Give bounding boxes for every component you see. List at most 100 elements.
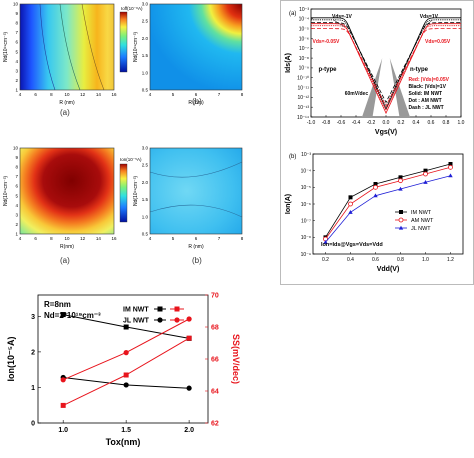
annotation: Solid: IM NWT bbox=[409, 91, 443, 97]
x-tick-label: 6 bbox=[34, 92, 37, 97]
x-tick-label: 5 bbox=[172, 92, 175, 97]
ids-vgs-chart: -1.0 -0.8 -0.6 -0.4 -0.2 0.0 0.2 0.4 0.6 0.8 1.0 10… bbox=[280, 0, 474, 285]
contour-panel-ioff-r-nd: Ioff(10⁻⁸A) 4 6 8 10 12 14 16 1 2 3 4 5 6 7 8 9 10 R (n… bbox=[0, 0, 170, 110]
y-tick-label: 10⁻⁸ bbox=[299, 56, 309, 62]
data-point bbox=[448, 162, 453, 166]
colorbar bbox=[119, 11, 128, 73]
data-point bbox=[174, 306, 180, 312]
x-tick-label: 6 bbox=[34, 236, 37, 241]
x-tick-label: 0.2 bbox=[322, 257, 329, 263]
data-point bbox=[373, 182, 378, 186]
y-tick-label: 2.0 bbox=[142, 180, 149, 185]
x-tick-label: 0.6 bbox=[428, 120, 435, 126]
data-point bbox=[123, 382, 129, 388]
data-point bbox=[399, 210, 403, 214]
y-tick-label: 2 bbox=[31, 349, 35, 356]
colorbar-title: Ioff(10⁻⁸A) bbox=[121, 6, 143, 11]
x-tick-label: 8 bbox=[50, 236, 53, 241]
data-point bbox=[123, 350, 129, 356]
y-tick-label: 3 bbox=[15, 212, 18, 217]
contour-small-svg: 4 5 6 7 8 0.5 1.0 1.5 2.0 2.5 3.0 R (nm) Nd(10¹⁹c… bbox=[133, 2, 244, 107]
data-point bbox=[323, 240, 328, 244]
subfigure-label: (a) bbox=[60, 108, 70, 117]
y2-tick-label: 70 bbox=[211, 293, 219, 300]
y-tick-label: 1 bbox=[31, 385, 35, 392]
contour-fill bbox=[20, 148, 114, 234]
slope-60mv-shade bbox=[362, 58, 383, 117]
y-tick-label: 9 bbox=[15, 11, 18, 16]
y-axis-label: Ion(A) bbox=[285, 194, 292, 214]
y-tick-label: 0.5 bbox=[142, 88, 149, 93]
ion-vdd-svg: 0.2 0.4 0.6 0.8 1.0 1.2 10⁻³ 10⁻⁴ 10⁻⁵ 10⁻⁶ 10⁻⁷ 10… bbox=[285, 152, 464, 273]
ids-vgs-curve bbox=[311, 22, 461, 104]
data-point bbox=[398, 178, 403, 184]
x-tick-label: 0.2 bbox=[398, 120, 405, 126]
x-tick-label: 14 bbox=[96, 236, 102, 241]
subfigure-label: (b) bbox=[192, 256, 202, 265]
x-tick-label: 5 bbox=[172, 236, 175, 241]
annotation: Black: |Vds|=1V bbox=[409, 84, 447, 90]
annotation-arrow bbox=[333, 19, 345, 28]
x-tick-labels: 4 6 8 10 12 14 16 bbox=[19, 92, 117, 97]
legend-label: JL NWT bbox=[411, 226, 431, 232]
y-tick-label: 10⁻⁵ bbox=[301, 185, 311, 191]
y-tick-label: 10⁻⁵ bbox=[299, 26, 309, 32]
y-tick-label: 5 bbox=[15, 49, 18, 54]
x-tick-label: 0.4 bbox=[413, 120, 420, 126]
y-axis-label: Ids(A) bbox=[285, 53, 292, 73]
x-tick-label: 1.0 bbox=[458, 120, 465, 126]
x-axis-label: R(nm) bbox=[60, 244, 74, 250]
y-tick-label: 8 bbox=[15, 21, 18, 26]
x-tick-labels: 4 5 6 7 8 bbox=[149, 236, 244, 241]
colorbar-title: Ion(10⁻⁵A) bbox=[120, 157, 142, 162]
contour-line bbox=[149, 161, 243, 178]
legend-label: JL NWT bbox=[123, 318, 150, 325]
annotation: 60mV/dec bbox=[345, 91, 369, 97]
y-tick-label: 10⁻¹⁰ bbox=[297, 76, 309, 82]
y-tick-label: 3.0 bbox=[142, 146, 149, 151]
y-tick-label: 10⁻¹² bbox=[297, 95, 309, 101]
x-tick-label: 8 bbox=[241, 236, 244, 241]
legend-label: AM NWT bbox=[411, 218, 434, 224]
y-axis-label: Nd(10¹⁹cm⁻³) bbox=[3, 176, 9, 206]
x-tick-label: -0.4 bbox=[352, 120, 361, 126]
ids-vgs-curve bbox=[311, 23, 461, 115]
y-tick-label: 10⁻³ bbox=[299, 7, 309, 13]
data-point bbox=[186, 316, 192, 322]
x-tick-label: 4 bbox=[19, 236, 22, 241]
y-tick-label: 10⁻⁹ bbox=[301, 252, 311, 258]
y-axis-label: Nd(10¹⁹cm⁻³) bbox=[133, 176, 139, 206]
contour-panel-ion-r-nd: Ion(10⁻⁵A) 4 6 8 10 12 14 16 1 2 3 4 5 6 7 8 9 10 R(nm)… bbox=[0, 142, 170, 257]
panel-label: (a) bbox=[289, 11, 296, 17]
annotation: Red: |Vds|=0.05V bbox=[409, 77, 450, 83]
annotation: p-type bbox=[319, 67, 338, 73]
x-axis-label: R (nm) bbox=[188, 244, 204, 250]
y2-tick-label: 68 bbox=[211, 325, 219, 332]
x-tick-label: 0.8 bbox=[443, 120, 450, 126]
x-tick-label: 4 bbox=[149, 236, 152, 241]
y-tick-label: 10⁻⁷ bbox=[299, 46, 309, 52]
y-tick-label: 1 bbox=[15, 232, 18, 237]
data-point bbox=[186, 335, 192, 341]
x-tick-label: 0.8 bbox=[397, 257, 404, 263]
data-point bbox=[157, 306, 163, 312]
x-tick-label: 2.0 bbox=[184, 427, 194, 434]
y-tick-label: 10⁻⁶ bbox=[301, 202, 311, 208]
y-tick-label: 10 bbox=[13, 2, 19, 7]
ids-vgs-svg: -1.0 -0.8 -0.6 -0.4 -0.2 0.0 0.2 0.4 0.6 0.8 1.0 10… bbox=[285, 7, 465, 136]
y-tick-label: 10⁻⁴ bbox=[299, 17, 309, 23]
annotation-arrow bbox=[423, 19, 433, 28]
y-tick-label: 10⁻¹³ bbox=[297, 105, 309, 111]
y-tick-label: 7 bbox=[15, 30, 18, 35]
y-tick-label: 0.5 bbox=[142, 232, 149, 237]
data-point bbox=[423, 171, 428, 177]
contour-small2-svg: 4 5 6 7 8 0.5 1.0 1.5 2.0 2.5 3.0 R (nm) Nd(10¹⁹c… bbox=[133, 146, 244, 251]
y-tick-label: 6 bbox=[15, 184, 18, 189]
x-tick-labels: 4 6 8 10 12 14 16 bbox=[19, 236, 117, 241]
annotation: R=8nm bbox=[44, 300, 71, 309]
data-point bbox=[60, 377, 66, 383]
subfigure-label: (b) bbox=[192, 97, 202, 106]
contour-fill bbox=[150, 148, 242, 234]
data-point bbox=[174, 317, 180, 323]
